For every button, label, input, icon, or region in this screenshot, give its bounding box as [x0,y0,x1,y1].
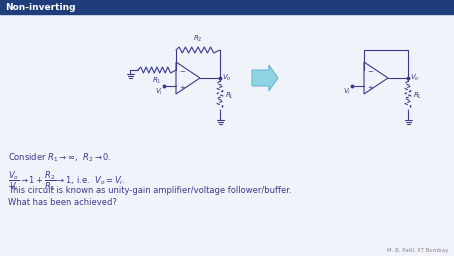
Text: $-$: $-$ [367,67,374,73]
Text: $V_i$: $V_i$ [343,87,351,97]
Text: What has been achieved?: What has been achieved? [8,198,117,207]
Text: $R_L$: $R_L$ [413,91,422,101]
Polygon shape [252,65,278,91]
Text: $+$: $+$ [367,82,374,91]
Text: $R_2$: $R_2$ [193,34,203,44]
Text: $\dfrac{V_o}{V_i} \rightarrow 1 + \dfrac{R_2}{R_1} \rightarrow 1$, i.e.  $V_o = : $\dfrac{V_o}{V_i} \rightarrow 1 + \dfrac… [8,169,125,193]
Text: $-$: $-$ [179,67,186,73]
Text: M. B. Patil, IIT Bombay: M. B. Patil, IIT Bombay [387,248,448,253]
Text: $+$: $+$ [179,82,186,91]
Bar [0,0,454,14]
Text: $V_o$: $V_o$ [410,73,419,83]
Text: $R_L$: $R_L$ [225,91,234,101]
Text: This circuit is known as unity-gain amplifier/voltage follower/buffer.: This circuit is known as unity-gain ampl… [8,186,291,195]
Text: $R_1$: $R_1$ [152,76,162,86]
Text: $V_o$: $V_o$ [222,73,232,83]
Text: Consider $R_1 \rightarrow \infty$,  $R_2 \rightarrow 0$.: Consider $R_1 \rightarrow \infty$, $R_2 … [8,152,112,165]
Text: $V_i$: $V_i$ [155,87,163,97]
Text: Non-inverting: Non-inverting [5,3,75,12]
